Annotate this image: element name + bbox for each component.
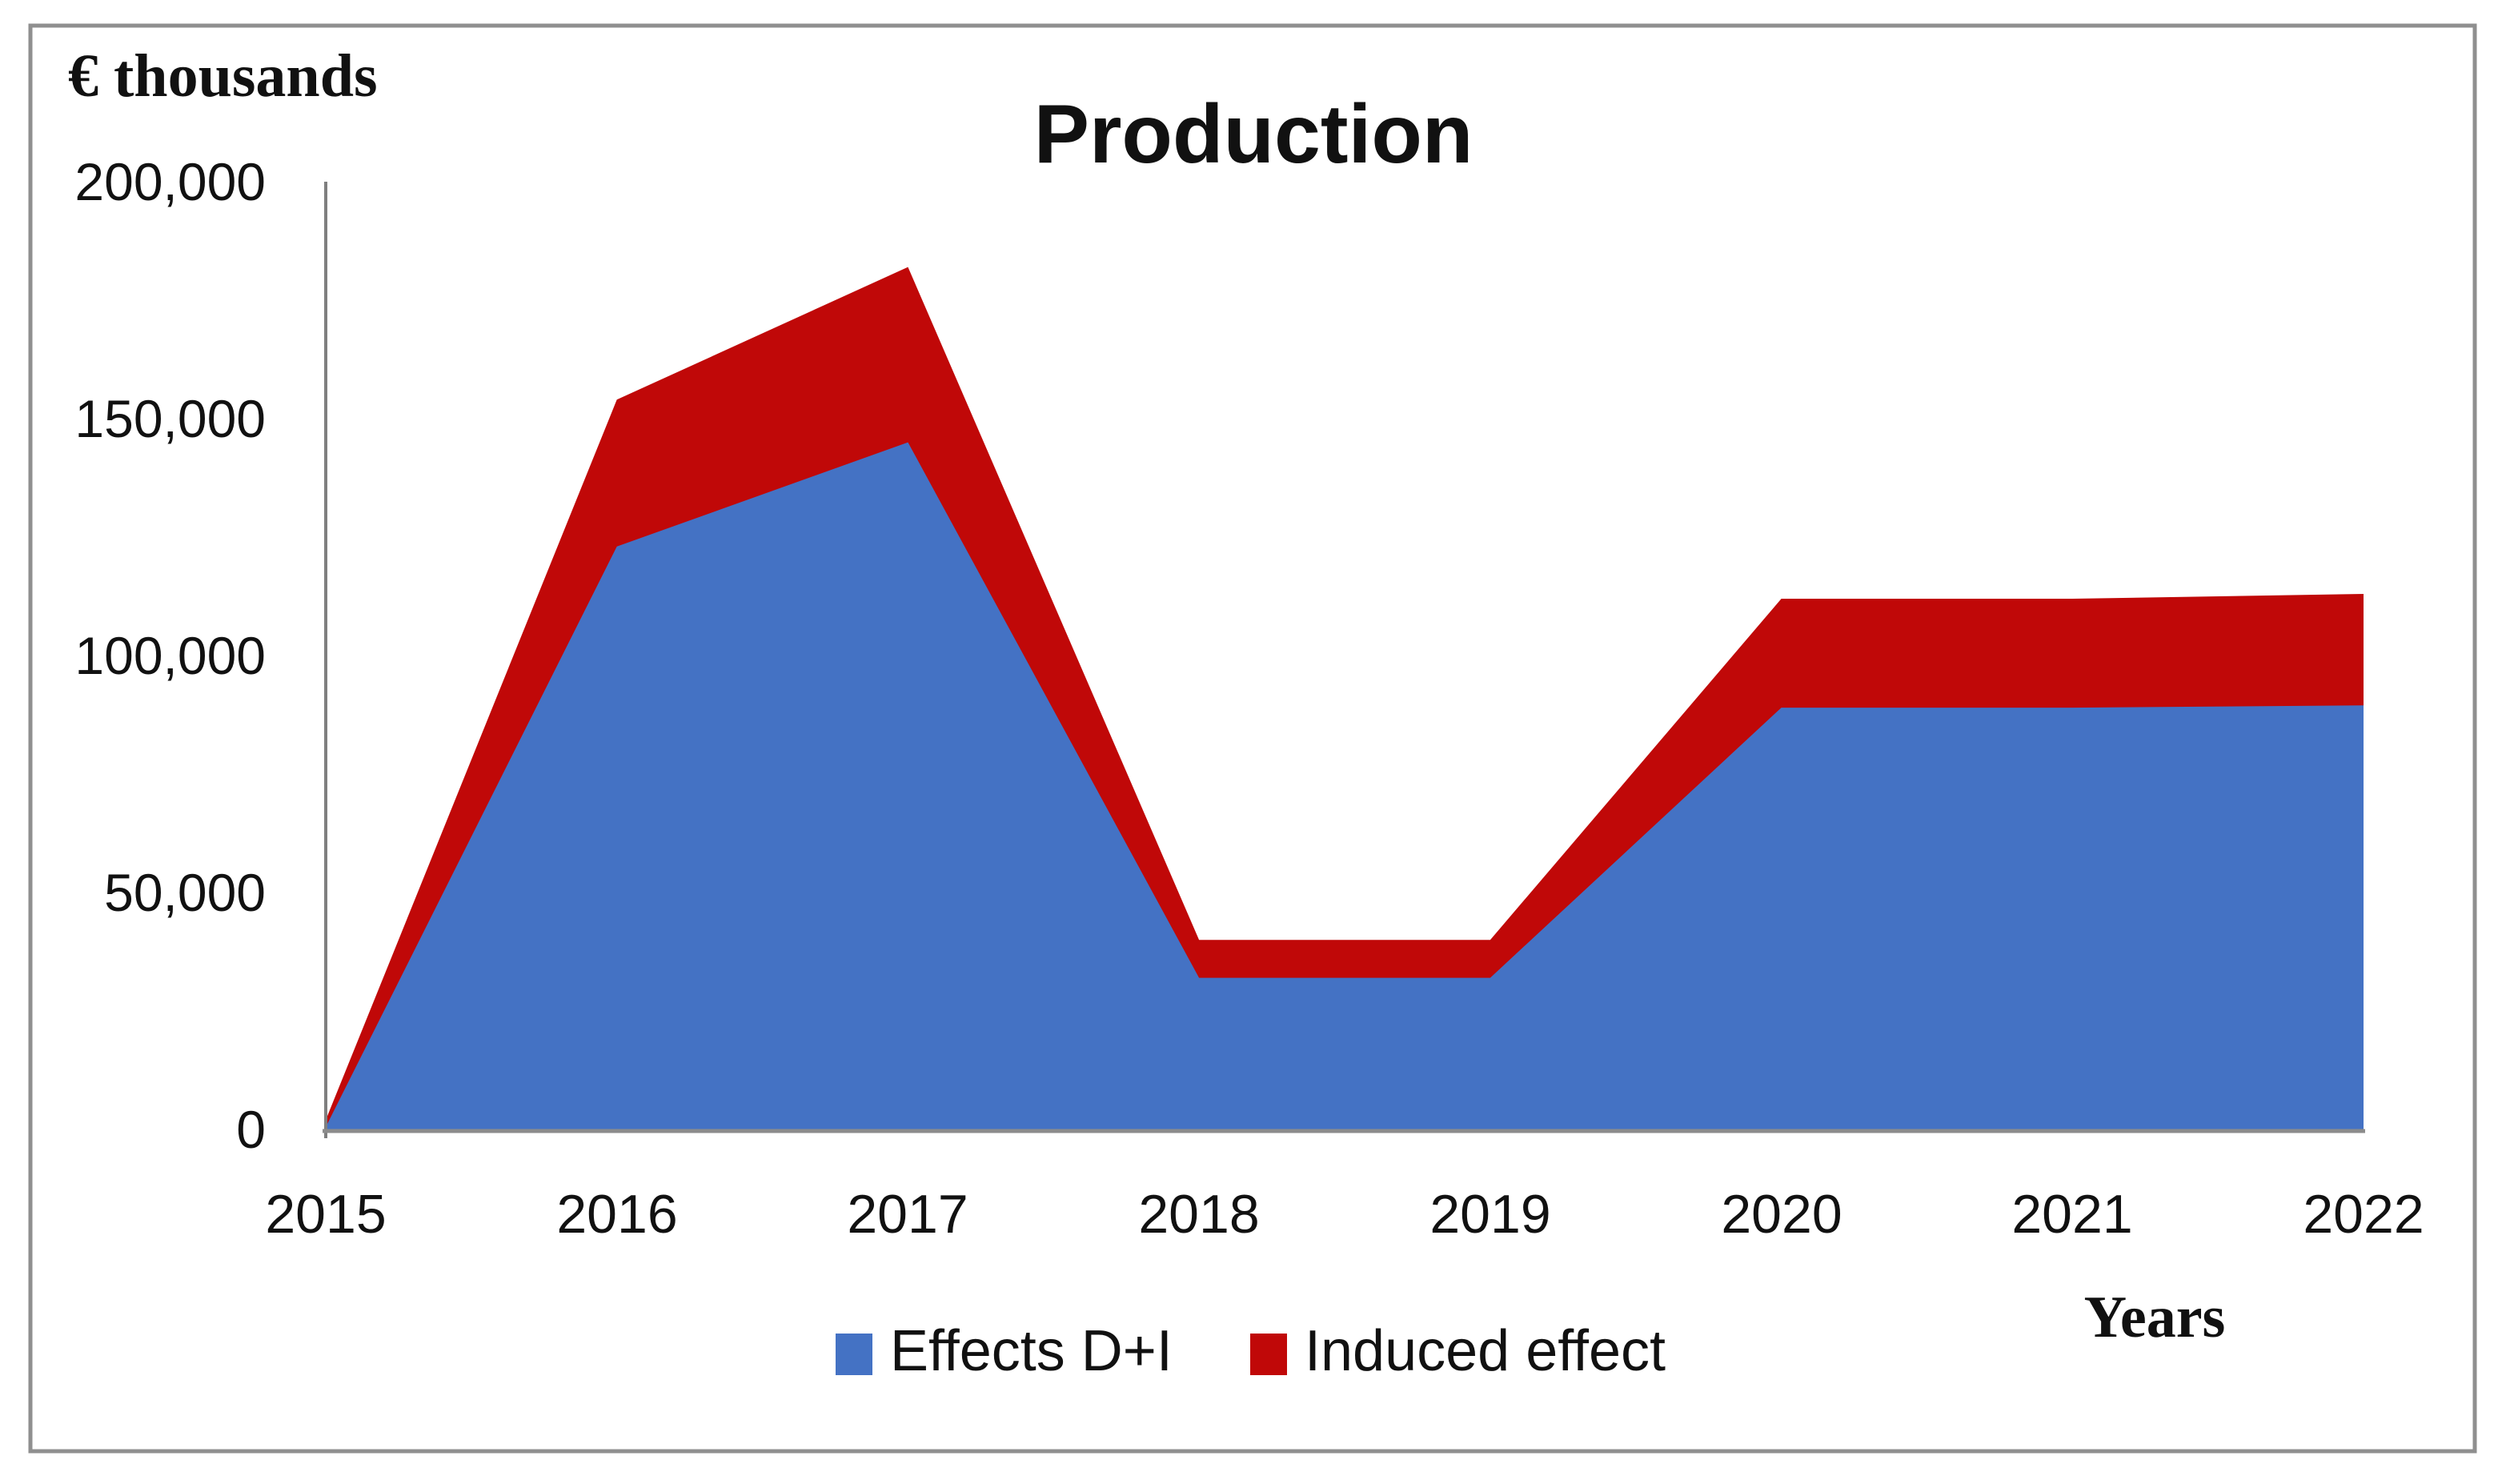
legend-item-effects-d-i: Effects D+I: [836, 1319, 1173, 1383]
y-tick-label: 100,000: [74, 626, 266, 685]
legend-label: Induced effect: [1305, 1319, 1666, 1383]
legend-swatch: [836, 1334, 872, 1375]
x-tick-label: 2017: [847, 1184, 968, 1245]
y-axis-tick-labels: 0 50,000 100,000 150,000 200,000: [74, 152, 266, 1159]
legend-item-induced-effect: Induced effect: [1250, 1319, 1666, 1383]
plot-area: [326, 267, 2364, 1130]
x-axis-title: Years: [2084, 1285, 2226, 1350]
chart-border-frame: [28, 23, 2477, 1454]
x-tick-label: 2015: [265, 1184, 386, 1245]
x-axis-tick-labels: 2015 2016 2017 2018 2019 2020 2021 2022: [265, 1184, 2424, 1245]
x-tick-label: 2016: [556, 1184, 677, 1245]
x-tick-label: 2020: [1721, 1184, 1842, 1245]
x-tick-label: 2021: [2011, 1184, 2132, 1245]
chart-title: Production: [1034, 88, 1474, 181]
legend-swatch: [1250, 1334, 1287, 1375]
legend: Effects D+I Induced effect: [836, 1319, 1666, 1383]
x-tick-label: 2018: [1138, 1184, 1259, 1245]
y-tick-label: 50,000: [104, 863, 266, 922]
series-area-effects-d-i: [326, 442, 2364, 1129]
legend-label: Effects D+I: [890, 1319, 1173, 1383]
x-tick-label: 2019: [1429, 1184, 1550, 1245]
y-tick-label: 0: [236, 1100, 266, 1159]
x-tick-label: 2022: [2303, 1184, 2424, 1245]
y-tick-label: 150,000: [74, 389, 266, 448]
y-axis-title: € thousands: [68, 42, 378, 110]
y-tick-label: 200,000: [74, 152, 266, 211]
